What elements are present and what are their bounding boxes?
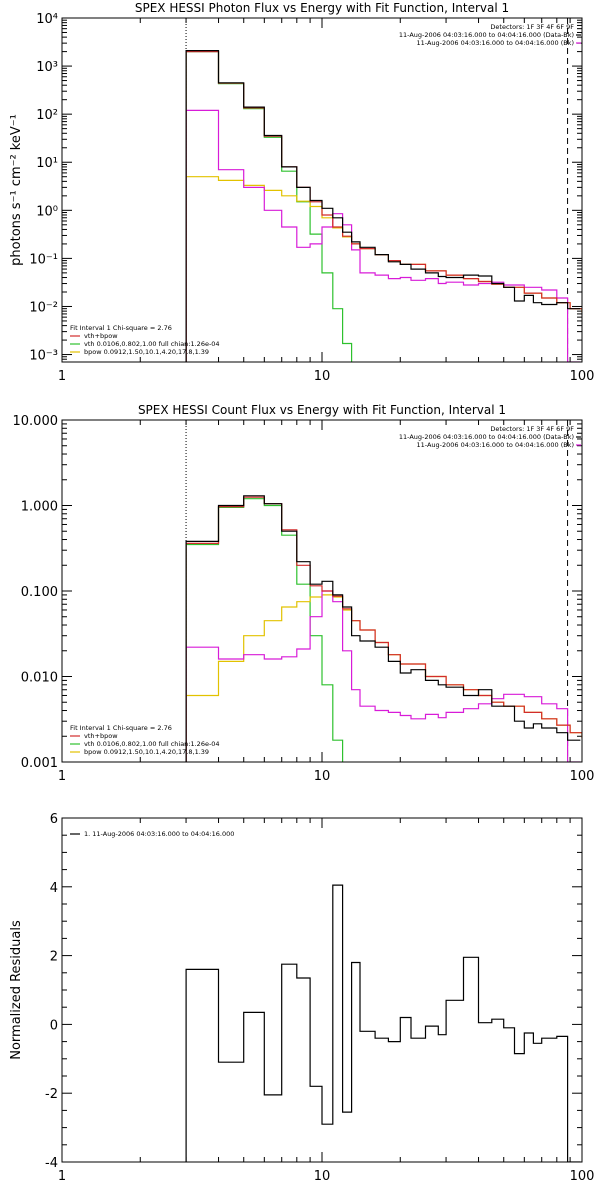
- info-line: 11-Aug-2006 04:03:16.000 to 04:04:16.000…: [417, 441, 574, 449]
- y-tick-label: 10⁻³: [29, 349, 58, 364]
- x-tick-label: 100: [570, 1169, 595, 1184]
- legend-entry: vth+bpow: [84, 732, 118, 740]
- legend-entry: Fit Interval 1 Chi-square = 2.76: [70, 724, 172, 732]
- y-tick-label: 6: [50, 812, 58, 827]
- series-data-line: [185, 50, 581, 362]
- info-line: Detectors: 1F 3F 4F 6F 9F: [490, 23, 574, 31]
- y-tick-label: 10⁴: [36, 12, 58, 27]
- y-axis-label: Normalized Residuals: [9, 920, 24, 1060]
- legend-entry: vth 0.0106,0.802,1.00 full chian:1.26e-0…: [84, 740, 220, 748]
- y-tick-label: 4: [50, 881, 58, 896]
- y-tick-label: -2: [45, 1087, 58, 1102]
- y-tick-label: -4: [45, 1156, 58, 1171]
- info-line: 11-Aug-2006 04:03:16.000 to 04:04:16.000…: [399, 31, 574, 39]
- y-tick-label: 10³: [36, 60, 58, 75]
- chart-title: SPEX HESSI Count Flux vs Energy with Fit…: [138, 403, 506, 417]
- y-tick-label: 10⁻¹: [29, 252, 58, 267]
- chart-title: SPEX HESSI Photon Flux vs Energy with Fi…: [135, 1, 509, 15]
- legend-entry: bpow 0.0912,1.50,10.1,4.20,17.8,1.39: [84, 748, 209, 756]
- x-tick-label: 1: [58, 1169, 66, 1184]
- y-tick-label: 10²: [36, 108, 58, 123]
- legend-entry: vth 0.0106,0.802,1.00 full chian:1.26e-0…: [84, 340, 220, 348]
- series-residuals-line: [185, 884, 581, 1162]
- x-tick-label: 1: [58, 769, 66, 784]
- y-tick-label: 10.000: [13, 414, 59, 429]
- x-tick-label: 100: [570, 769, 595, 784]
- series-data-line: [185, 495, 581, 762]
- y-tick-label: 0.010: [21, 671, 58, 686]
- legend-entry: Fit Interval 1 Chi-square = 2.76: [70, 324, 172, 332]
- legend-entry: 1. 11-Aug-2006 04:03:16.000 to 04:04:16.…: [84, 830, 234, 838]
- info-line: 11-Aug-2006 04:03:16.000 to 04:04:16.000…: [417, 39, 574, 47]
- series-background-line: [185, 590, 581, 762]
- info-line: 11-Aug-2006 04:03:16.000 to 04:04:16.000…: [399, 433, 574, 441]
- y-tick-label: 10⁰: [36, 204, 58, 219]
- legend-entry: vth+bpow: [84, 332, 118, 340]
- x-tick-label: 1: [58, 369, 66, 384]
- legend-entry: bpow 0.0912,1.50,10.1,4.20,17.8,1.39: [84, 348, 209, 356]
- x-tick-label: 10: [314, 369, 331, 384]
- plot-frame: [61, 817, 583, 1163]
- x-tick-label: 10: [314, 769, 331, 784]
- x-tick-label: 10: [314, 1169, 331, 1184]
- y-tick-label: 0: [50, 1018, 58, 1033]
- x-tick-label: 100: [570, 369, 595, 384]
- y-tick-label: 1.000: [21, 500, 58, 515]
- plot-frame: [61, 17, 583, 363]
- y-tick-label: 0.001: [21, 756, 58, 771]
- info-line: Detectors: 1F 3F 4F 6F 9F: [490, 425, 574, 433]
- y-tick-label: 10¹: [36, 156, 58, 171]
- plot-frame: [61, 419, 583, 763]
- y-axis-label: photons s⁻¹ cm⁻² keV⁻¹: [9, 114, 24, 266]
- y-tick-label: 10⁻²: [29, 300, 58, 315]
- y-tick-label: 0.100: [21, 585, 58, 600]
- y-tick-label: 2: [50, 950, 58, 965]
